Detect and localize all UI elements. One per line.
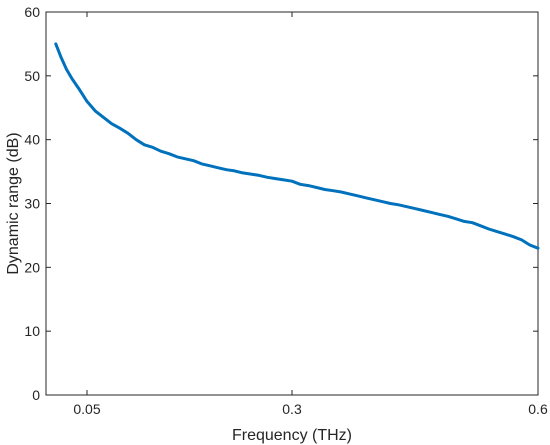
plot-area xyxy=(45,11,539,396)
x-tick-label: 0.6 xyxy=(528,401,548,417)
series-line-dynamic-range xyxy=(54,42,540,250)
y-tick-label: 50 xyxy=(24,68,40,84)
y-tick-label: 40 xyxy=(24,132,40,148)
y-tick-label: 20 xyxy=(24,259,40,275)
y-tick-label: 60 xyxy=(24,4,40,20)
x-tick-label: 0.05 xyxy=(73,401,100,417)
x-tick-label: 0.3 xyxy=(282,401,302,417)
y-axis-label: Dynamic range (dB) xyxy=(5,132,22,274)
y-tick-label: 30 xyxy=(24,196,40,212)
axis-ticks: 0 10 20 30 40 50 60 0.05 0.3 0.6 xyxy=(24,4,548,417)
y-tick-label: 10 xyxy=(24,323,40,339)
x-axis-label: Frequency (THz) xyxy=(232,427,352,444)
y-tick-label: 0 xyxy=(32,387,40,403)
